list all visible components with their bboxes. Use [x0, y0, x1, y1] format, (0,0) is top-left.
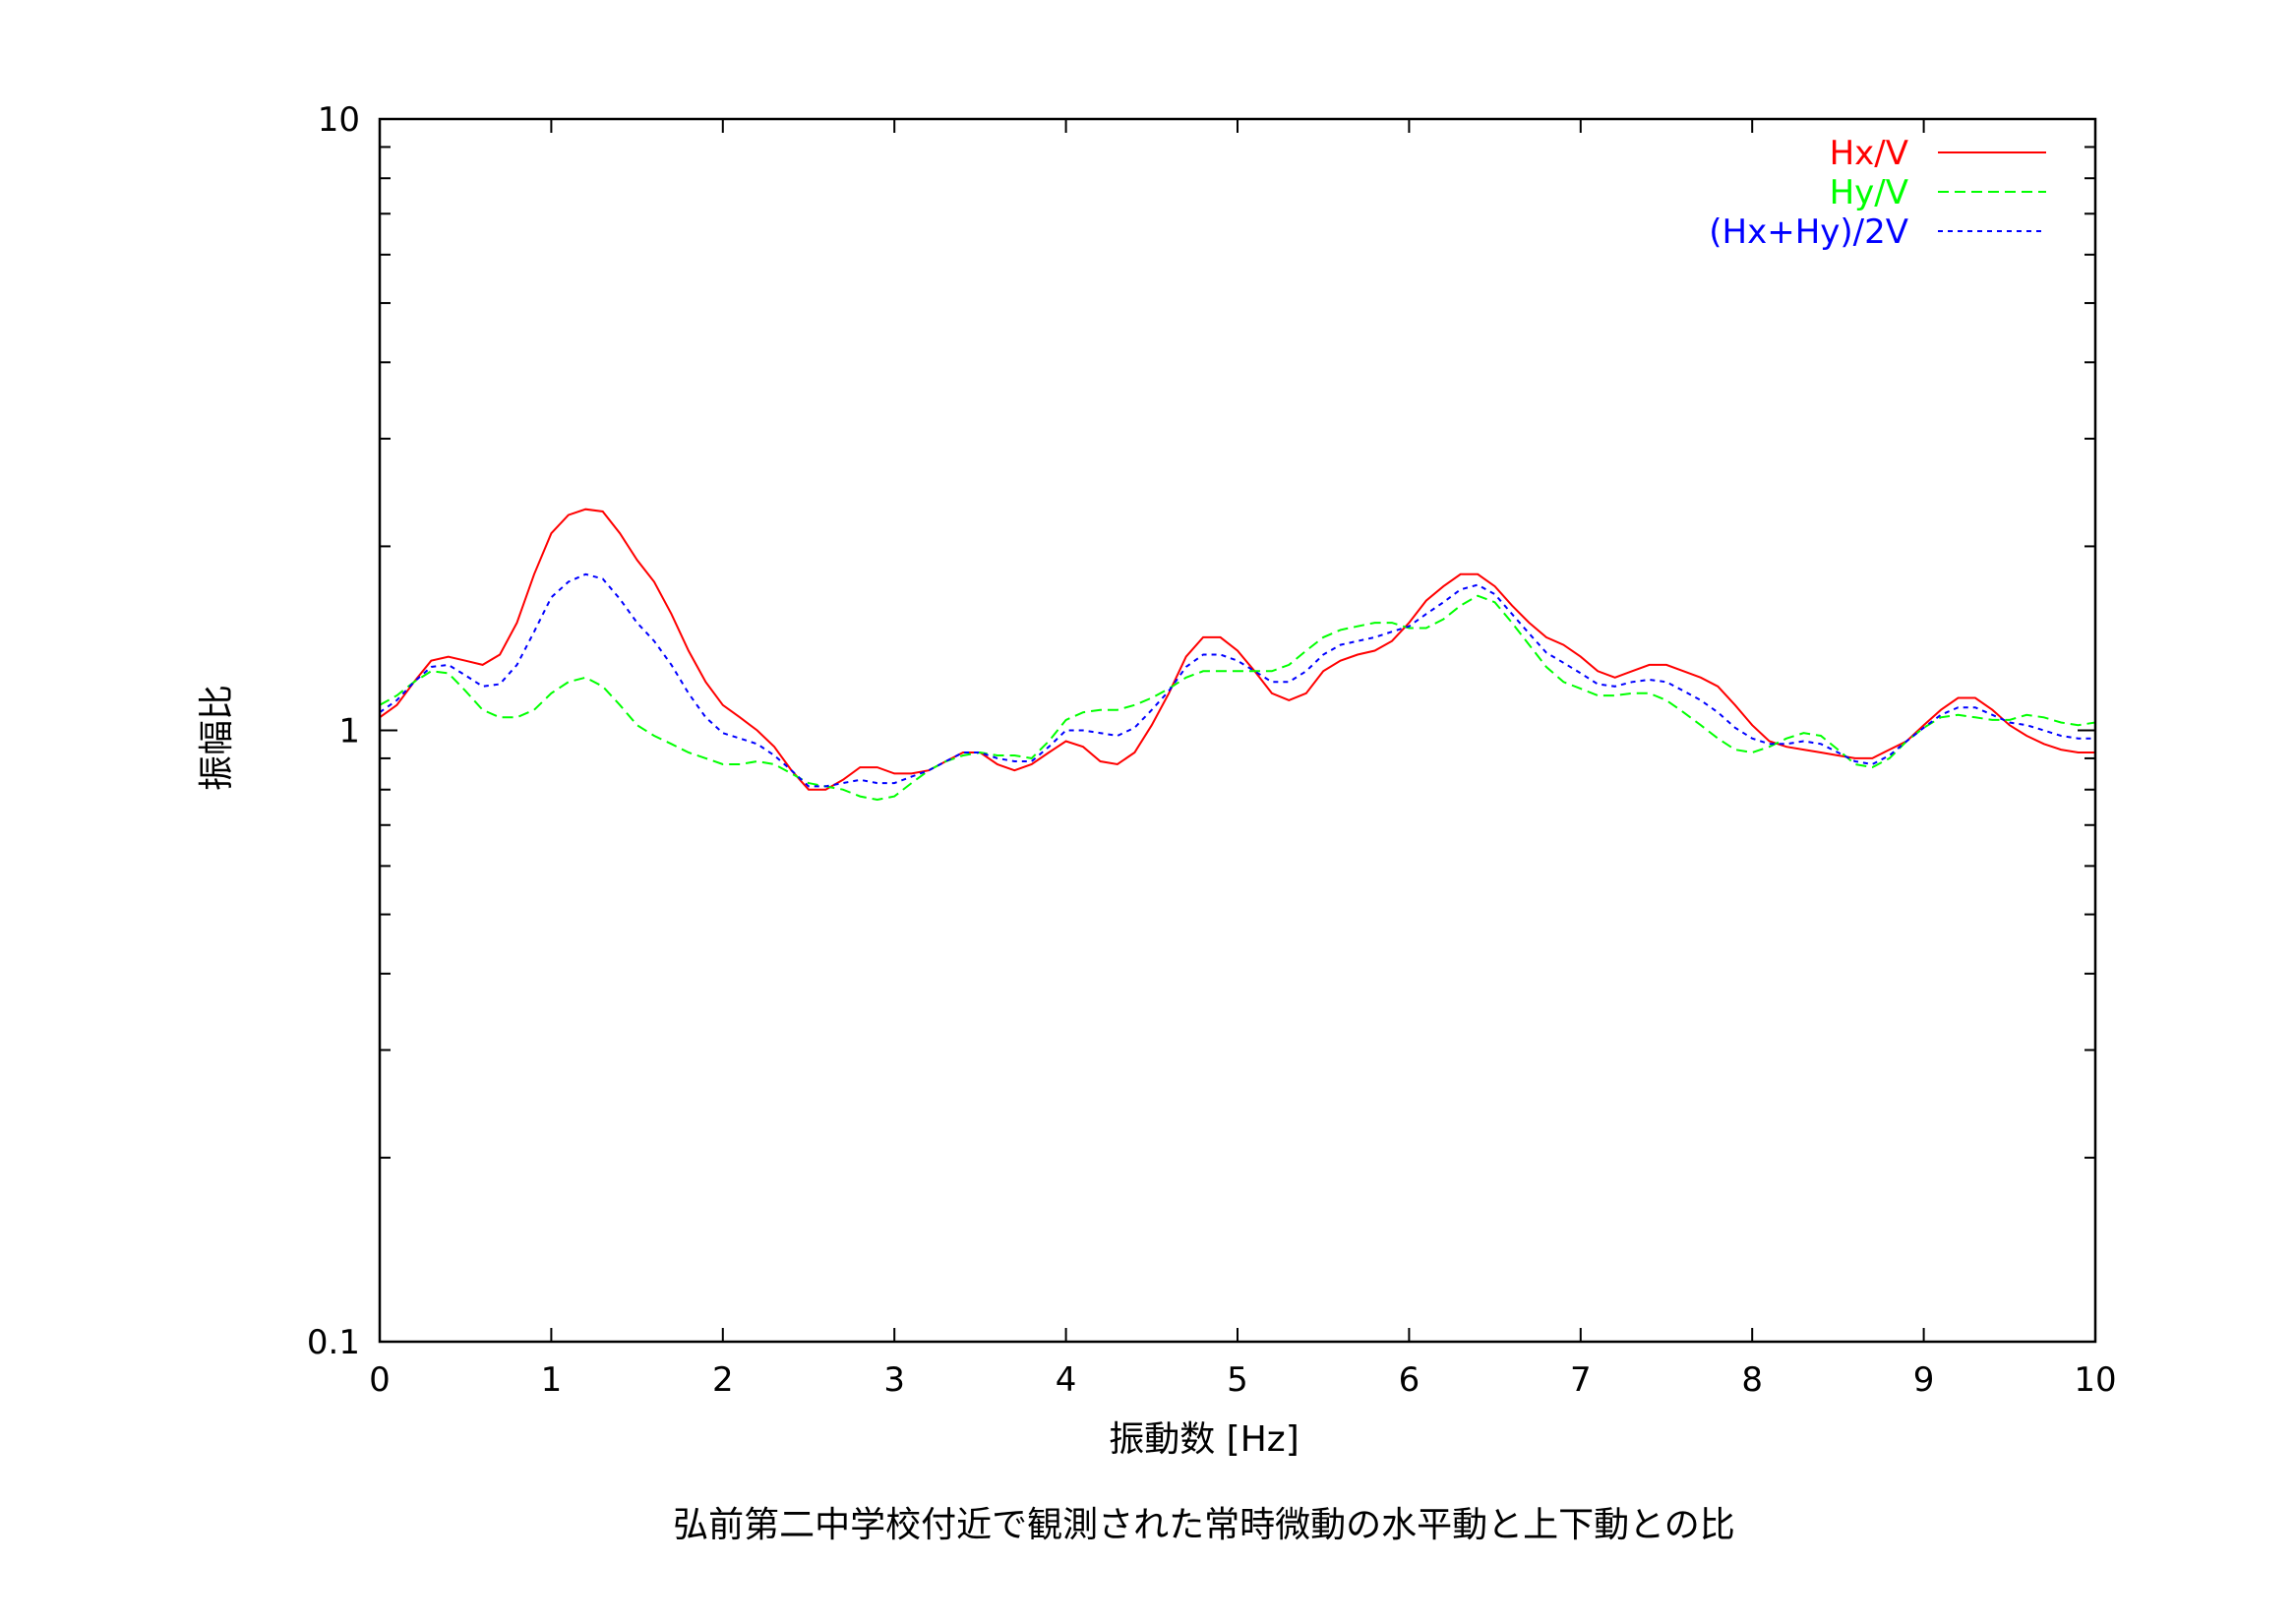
x-tick-label: 4: [1056, 1360, 1077, 1400]
x-tick-label: 2: [712, 1360, 734, 1400]
legend-label-2: (Hx+Hy)/2V: [1709, 212, 1908, 252]
x-tick-label: 7: [1570, 1360, 1592, 1400]
y-tick-label: 1: [338, 712, 360, 752]
x-tick-label: 1: [541, 1360, 563, 1400]
series-line-2: [379, 572, 2095, 788]
x-tick-label: 5: [1227, 1360, 1248, 1400]
x-tick-label: 6: [1399, 1360, 1420, 1400]
legend-label-0: Hx/V: [1830, 134, 1908, 173]
y-tick-label: 10: [318, 100, 360, 140]
x-tick-label: 8: [1741, 1360, 1763, 1400]
legend-label-1: Hy/V: [1830, 173, 1908, 212]
series-line-1: [379, 594, 2096, 802]
x-tick-label: 9: [1913, 1360, 1935, 1400]
x-tick-label: 3: [883, 1360, 905, 1400]
series-lines: [379, 508, 2096, 802]
chart-caption: 弘前第二中学校付近で観測された常時微動の水平動と上下動との比: [673, 1505, 1735, 1545]
plot-frame: [378, 117, 2097, 1344]
x-tick-label: 0: [369, 1360, 391, 1400]
series-line-0: [379, 508, 2095, 791]
x-axis-label: 振動数 [Hz]: [1109, 1419, 1299, 1460]
y-axis-label: 振幅比: [197, 685, 237, 791]
y-tick-labels: 0.1 1 10: [307, 100, 360, 1362]
y-tick-label: 0.1: [307, 1323, 360, 1362]
legend: Hx/VHy/V(Hx+Hy)/2V: [1709, 134, 2046, 252]
x-tick-labels: 0 1 2 3 4 5 6 7 8 9 10: [369, 1360, 2116, 1400]
x-tick-label: 10: [2074, 1360, 2116, 1400]
